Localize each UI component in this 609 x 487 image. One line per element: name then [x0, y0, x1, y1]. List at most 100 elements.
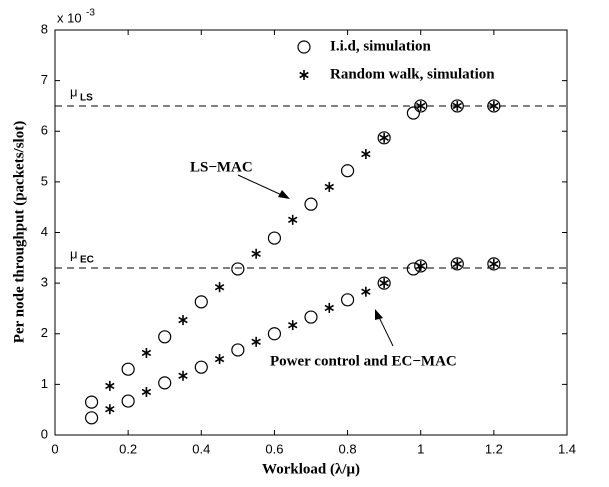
legend-label: Random walk, simulation — [330, 66, 495, 82]
star-stroke — [379, 279, 389, 287]
circle-marker — [194, 295, 208, 309]
circle-marker — [414, 99, 428, 113]
star-stroke — [379, 134, 389, 142]
circle-marker — [84, 395, 99, 409]
star-marker — [105, 380, 115, 391]
x-tick-label: 0.2 — [119, 441, 137, 456]
reference-label-sub: EC — [80, 255, 94, 266]
circle-marker — [450, 257, 464, 271]
star-stroke — [288, 216, 298, 224]
y-tick-label: 4 — [41, 224, 48, 239]
y-tick-label: 1 — [41, 376, 48, 391]
star-marker — [379, 132, 389, 143]
star-marker — [452, 258, 462, 269]
star-marker — [489, 258, 499, 269]
star-stroke — [299, 71, 309, 79]
star-marker — [288, 214, 298, 225]
star-stroke — [105, 382, 115, 390]
y-tick-label: 8 — [41, 21, 48, 36]
y-axis-label: Per node throughput (packets/slot) — [11, 121, 27, 343]
star-stroke — [251, 250, 261, 257]
star-marker — [452, 100, 462, 111]
star-stroke — [141, 349, 152, 357]
reference-label: μ — [70, 246, 78, 261]
x-tick-label: 0.4 — [192, 441, 210, 456]
circle-marker — [158, 376, 172, 390]
y-tick-label: 2 — [41, 325, 48, 340]
star-marker — [299, 70, 309, 80]
arrow-head — [375, 309, 383, 320]
circle-marker — [267, 327, 282, 341]
star-stroke — [324, 183, 334, 191]
x-tick-label: 0.6 — [265, 441, 283, 456]
star-marker — [324, 181, 334, 192]
y-multiplier: x 10 — [57, 10, 82, 25]
circle-marker — [231, 262, 245, 276]
circle-marker — [406, 106, 420, 120]
circle-marker — [304, 197, 318, 211]
x-tick-label: 0 — [51, 441, 58, 456]
star-marker — [416, 260, 426, 271]
circle-marker — [304, 310, 318, 324]
y-tick-label: 6 — [41, 123, 48, 138]
x-tick-label: 1.4 — [558, 441, 576, 456]
circle-marker — [267, 231, 282, 245]
star-marker — [251, 248, 261, 259]
star-marker — [288, 320, 298, 331]
star-stroke — [105, 405, 115, 413]
y-tick-label: 0 — [41, 426, 48, 441]
arrow-head — [278, 190, 290, 199]
circle-marker — [377, 131, 391, 145]
star-marker — [361, 149, 371, 160]
x-tick-label: 1.2 — [485, 441, 503, 456]
star-stroke — [214, 355, 225, 363]
circle-marker — [158, 330, 172, 344]
circle-marker — [340, 293, 355, 307]
star-marker — [489, 100, 499, 111]
annotation: Power control and EC−MAC — [270, 353, 457, 369]
star-stroke — [214, 283, 225, 291]
star-marker — [251, 336, 261, 347]
circle-marker — [340, 164, 355, 178]
star-stroke — [361, 150, 371, 158]
circle-marker — [121, 362, 135, 376]
star-marker — [214, 354, 225, 365]
x-axis-label: Workload (λ/μ) — [262, 461, 360, 477]
star-marker — [361, 286, 371, 297]
star-stroke — [141, 388, 152, 396]
circle-marker — [231, 343, 245, 357]
y-tick-label: 3 — [41, 275, 48, 290]
circle-marker — [84, 411, 99, 425]
star-stroke — [288, 321, 298, 329]
star-stroke — [452, 260, 462, 268]
y-tick-label: 5 — [41, 173, 48, 188]
star-marker — [141, 347, 152, 358]
star-stroke — [489, 102, 499, 110]
circle-marker — [297, 40, 311, 54]
legend-label: I.i.d, simulation — [330, 38, 432, 54]
annotation-arrow — [237, 174, 287, 198]
circle-marker — [487, 99, 501, 113]
star-marker — [214, 282, 225, 293]
star-stroke — [416, 102, 426, 110]
star-stroke — [452, 102, 462, 110]
y-tick-label: 7 — [41, 72, 48, 87]
star-stroke — [178, 316, 188, 324]
y-exponent: -3 — [86, 8, 95, 19]
star-stroke — [178, 372, 188, 379]
star-marker — [178, 315, 188, 326]
x-tick-label: 0.8 — [339, 441, 357, 456]
star-stroke — [416, 262, 426, 270]
circle-marker — [406, 262, 420, 276]
star-marker — [105, 404, 115, 415]
star-marker — [178, 370, 188, 381]
circle-marker — [121, 394, 135, 408]
circle-marker — [450, 99, 464, 113]
circle-marker — [377, 276, 391, 290]
circle-marker — [194, 360, 208, 374]
star-marker — [416, 100, 426, 111]
star-stroke — [251, 338, 261, 346]
star-marker — [141, 386, 152, 397]
star-stroke — [361, 288, 371, 295]
